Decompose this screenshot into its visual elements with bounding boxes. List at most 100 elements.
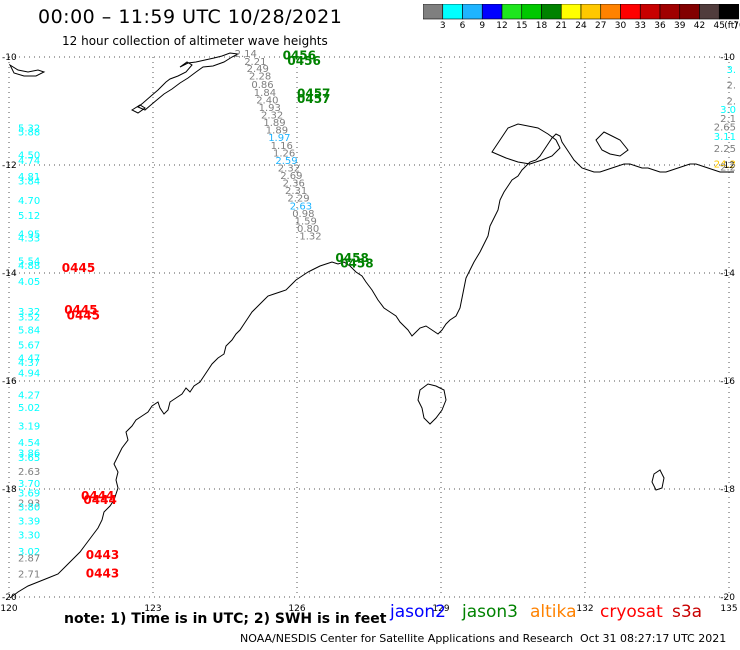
swh-observation: 4.50 — [18, 151, 40, 162]
swh-observation: 2.49 — [247, 64, 269, 75]
swh-observation: 5.67 — [18, 341, 40, 352]
swh-observation: 4.05 — [18, 277, 40, 288]
swh-observation: 0.98 — [292, 209, 314, 220]
coastline-kimberley — [9, 133, 734, 599]
swh-observation: 5.88 — [18, 127, 40, 138]
colorbar-scale-labels: 36912151821242730333639424570(ft) — [423, 21, 740, 35]
legend-cryosat: cryosat — [600, 602, 663, 622]
lon-tick-label: 129 — [432, 604, 449, 614]
footer-timestamp: Oct 31 08:27:17 UTC 2021 — [580, 632, 727, 645]
colorbar-scale-label: 6 — [459, 21, 466, 31]
swh-observation: 2.40 — [256, 95, 278, 106]
swh-observation: 2.93 — [18, 498, 40, 509]
coastline-inlet — [417, 383, 447, 425]
lat-tick-label: -20 — [2, 593, 17, 603]
colorbar-scale-label: 3 — [439, 21, 446, 31]
lon-tick-label: 120 — [0, 604, 17, 614]
swh-observation: 3.11 — [714, 132, 736, 143]
coastline — [8, 52, 734, 599]
swh-observation: 2.36 — [283, 179, 305, 190]
swh-observation: 1.89 — [266, 126, 288, 137]
swh-observation: 3.86 — [18, 449, 40, 460]
swh-observation: 4.54 — [18, 438, 40, 449]
swh-observation: 4.33 — [18, 234, 40, 245]
colorbar-scale-label: 12 — [496, 21, 508, 31]
map-subtitle: 12 hour collection of altimeter wave hei… — [62, 34, 328, 48]
colorbar-scale-label: (ft) — [724, 21, 738, 31]
swh-observation: 2. — [726, 97, 736, 108]
swh-observation: 3.19 — [18, 422, 40, 433]
swh-observation: 2.63 — [18, 467, 40, 478]
pass-time-label: 0458 — [335, 251, 368, 265]
colorbar-scale-label: 27 — [595, 21, 607, 31]
swh-observation: 2.71 — [18, 570, 40, 581]
swh-observation: 1.16 — [271, 141, 293, 152]
lat-tick-label-right: -10 — [720, 53, 735, 63]
swh-observation: 4.94 — [18, 369, 40, 380]
observation-layer: 2.142.212.492.280.861.842.401.932.321.89… — [18, 49, 736, 581]
pass-time-label: 0445 — [64, 303, 97, 317]
pass-time-label: 0443 — [86, 567, 119, 581]
swh-observation: 2.1 — [720, 114, 736, 125]
lat-lon-grid — [8, 56, 730, 598]
lat-tick-label-right: -18 — [720, 485, 735, 495]
coastline-island-ne — [491, 123, 561, 165]
swh-observation: 3.70 — [18, 479, 40, 490]
swh-observation: 3.30 — [18, 531, 40, 542]
legend-jason2: jason2 — [390, 602, 446, 622]
swh-observation: 3.52 — [18, 313, 40, 324]
lat-tick-label-right: -14 — [720, 269, 735, 279]
colorbar-scale-label: 18 — [535, 21, 548, 31]
map-title: 00:00 – 11:59 UTC 10/28/2021 — [38, 6, 343, 28]
swh-observation: 2.63 — [290, 201, 312, 212]
coastline-island-se — [651, 469, 665, 491]
swh-observation: 5.02 — [18, 403, 40, 414]
swh-observation: 2.14 — [235, 49, 257, 60]
coastline-timor — [137, 52, 240, 111]
swh-observation: 3.65 — [18, 453, 40, 464]
pass-time-label: 0444 — [83, 493, 116, 507]
colorbar-scale-label: 30 — [614, 21, 627, 31]
colorbar-scale-label: 15 — [516, 21, 528, 31]
pass-time-label: 0457 — [297, 87, 330, 101]
swh-observation: 24.3 — [714, 160, 736, 171]
pass-time-label: 0456 — [283, 49, 316, 63]
colorbar-scale-label: 24 — [575, 21, 587, 31]
lat-tick-label: -18 — [2, 485, 17, 495]
axis-labels: 120 123 126 129 132 135 -10 -10 -12 -12 -14 -14 -16 -… — [0, 53, 737, 614]
colorbar-scale-label: 21 — [555, 21, 567, 31]
swh-observation: 2.87 — [18, 553, 40, 564]
pass-time-label: 0456 — [287, 54, 320, 68]
swh-observation: 5.84 — [18, 325, 40, 336]
swh-observation: 3. — [726, 65, 736, 76]
swh-observation: 4.74 — [18, 156, 40, 167]
swh-observation: 4.27 — [18, 390, 40, 401]
swh-observation: 0.80 — [297, 224, 319, 235]
footer-credit: NOAA/NESDIS Center for Satellite Applica… — [240, 632, 574, 645]
swh-observation: 2.29 — [287, 194, 309, 205]
swh-observation: 2.28 — [249, 72, 271, 83]
lat-tick-label: -14 — [2, 269, 17, 279]
lon-tick-label: 123 — [144, 604, 161, 614]
footer-note: note: 1) Time is in UTC; 2) SWH is in fe… — [64, 611, 387, 627]
swh-observation: 1.59 — [295, 216, 317, 227]
swh-observation: 2.31 — [285, 186, 307, 197]
swh-observation: 4.95 — [18, 229, 40, 240]
legend-s3a: s3a — [672, 602, 703, 622]
colorbar-scale-label: 33 — [634, 21, 646, 31]
colorbar-scale-label: 45 — [713, 21, 725, 31]
coastline-sawu — [8, 63, 46, 77]
swh-observation: 2.65 — [714, 122, 736, 133]
lat-tick-label-right: -16 — [720, 377, 735, 387]
pass-time-label: 0458 — [340, 257, 373, 271]
pass-time-label: 0445 — [67, 308, 100, 322]
colorbar-scale-label: 9 — [479, 21, 486, 31]
coastline-roti — [130, 104, 146, 114]
swh-observation: 1.97 — [268, 133, 290, 144]
pass-time-label: 0457 — [297, 92, 330, 106]
colorbar-scale-label: 42 — [693, 21, 706, 31]
colorbar-scale-label: 70 — [733, 21, 740, 31]
swh-observation: 4.81 — [18, 172, 40, 183]
swh-observation: 1.26 — [273, 148, 295, 159]
lon-tick-label: 132 — [576, 604, 593, 614]
